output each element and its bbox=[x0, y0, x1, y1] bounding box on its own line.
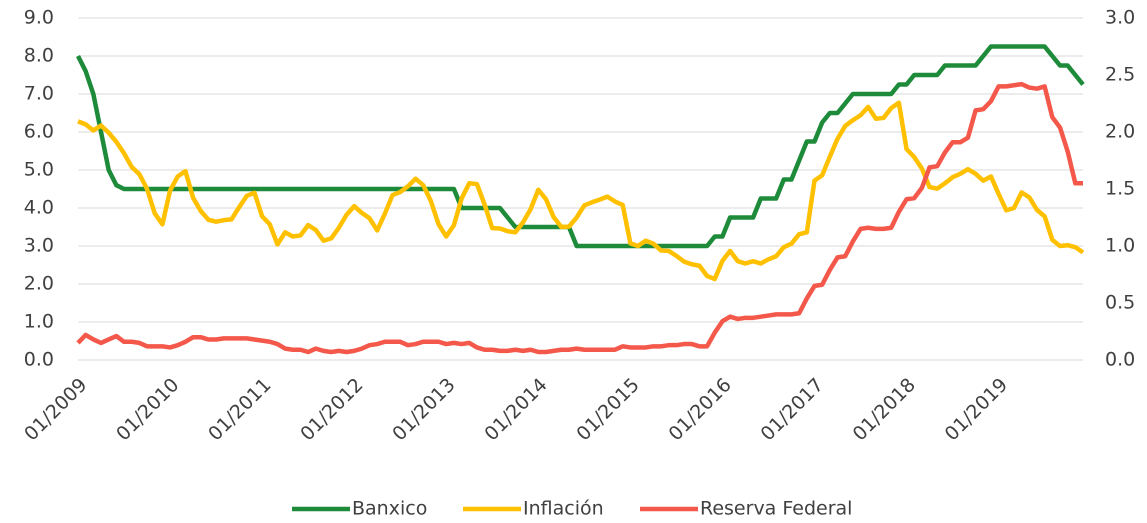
y-tick-label: 8.0 bbox=[24, 45, 54, 67]
y-tick-label: 3.0 bbox=[24, 235, 54, 257]
x-tick-label: 01/2013 bbox=[388, 374, 459, 445]
y-tick-label: 2.0 bbox=[24, 273, 54, 295]
y2-tick-label: 2.0 bbox=[1105, 121, 1135, 143]
legend-label: Inflación bbox=[523, 498, 604, 520]
legend-label: Banxico bbox=[352, 498, 427, 520]
legend-label: Reserva Federal bbox=[700, 498, 852, 520]
x-tick-label: 01/2012 bbox=[296, 374, 367, 445]
y2-tick-label: 1.5 bbox=[1105, 178, 1135, 200]
y-tick-label: 6.0 bbox=[24, 121, 54, 143]
x-tick-label: 01/2011 bbox=[204, 374, 275, 445]
y2-tick-label: 2.5 bbox=[1105, 64, 1135, 86]
y2-tick-label: 3.0 bbox=[1105, 7, 1135, 29]
x-tick-label: 01/2017 bbox=[757, 374, 828, 445]
x-tick-label: 01/2016 bbox=[664, 374, 735, 445]
series-line bbox=[76, 81, 1083, 355]
y-tick-label: 1.0 bbox=[24, 311, 54, 333]
series-line bbox=[77, 100, 1085, 282]
x-tick-label: 01/2019 bbox=[941, 374, 1012, 445]
y2-tick-label: 0.5 bbox=[1105, 292, 1135, 314]
y-tick-label: 4.0 bbox=[24, 197, 54, 219]
series-line bbox=[75, 44, 1085, 249]
x-tick-label: 01/2015 bbox=[572, 374, 643, 445]
y-tick-label: 9.0 bbox=[24, 7, 54, 29]
y2-tick-label: 1.0 bbox=[1105, 235, 1135, 257]
x-tick-label: 01/2014 bbox=[480, 374, 551, 445]
x-tick-label: 01/2018 bbox=[849, 374, 920, 445]
y-tick-label: 0.0 bbox=[24, 349, 54, 371]
y-tick-label: 7.0 bbox=[24, 83, 54, 105]
x-tick-label: 01/2009 bbox=[20, 374, 91, 445]
y2-tick-label: 0.0 bbox=[1105, 349, 1135, 371]
x-tick-label: 01/2010 bbox=[112, 374, 183, 445]
y-tick-label: 5.0 bbox=[24, 159, 54, 181]
